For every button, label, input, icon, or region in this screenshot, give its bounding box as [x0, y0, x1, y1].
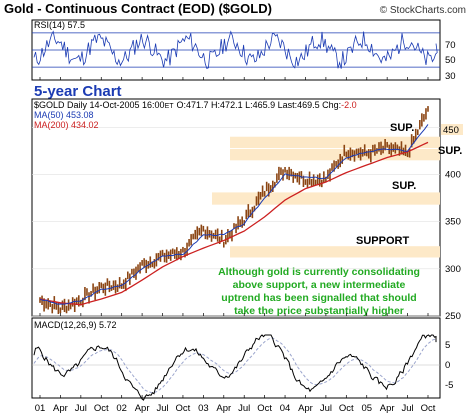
- x-label-11: Oct: [257, 403, 272, 414]
- support-band-2: [230, 149, 440, 161]
- price-tick-350: 350: [445, 217, 461, 228]
- note-line-1: Although gold is currently consolidating: [218, 266, 420, 278]
- support-band-1: [230, 136, 440, 149]
- note-line-4: take the price substantially higher: [234, 305, 404, 317]
- support-band-4: [230, 246, 440, 258]
- note-line-2: above support, a new intermediate: [233, 279, 406, 291]
- macd-tick-5: 5: [445, 340, 450, 351]
- info-line: $GOLD Daily 14-Oct-2005 16:00ET O:471.7 H…: [34, 100, 357, 110]
- x-label-3: Oct: [94, 403, 109, 414]
- x-label-18: Jul: [402, 403, 414, 414]
- x-label-7: Oct: [176, 403, 191, 414]
- x-label-1: Apr: [53, 403, 68, 414]
- x-label-8: 03: [198, 403, 209, 414]
- price-tick-400: 400: [445, 169, 461, 180]
- macd-signal-line: [33, 337, 437, 394]
- sup-label-2: SUP.: [438, 145, 462, 157]
- x-label-14: Jul: [320, 403, 332, 414]
- ma200-label: MA(200) 434.02: [34, 120, 99, 130]
- five-year-label: 5-year Chart: [34, 83, 122, 100]
- sup-label-1: SUP.: [390, 122, 414, 134]
- last-price-tag: 450: [443, 125, 459, 136]
- price-grid: [32, 127, 440, 317]
- rsi-line: [33, 30, 438, 70]
- macd-tick-neg5: -5: [445, 380, 453, 391]
- price-tick-250: 250: [445, 311, 461, 322]
- support-label: SUPPORT: [356, 235, 409, 247]
- x-label-9: Apr: [216, 403, 231, 414]
- ma50-line: [39, 124, 429, 305]
- x-axis: 01 Apr Jul Oct 02 Apr Jul Oct 03 Apr Jul Oct 04 Apr Ju…: [35, 77, 436, 414]
- x-label-12: 04: [280, 403, 291, 414]
- sup-label-3: SUP.: [392, 180, 416, 192]
- ma50-label: MA(50) 453.08: [34, 110, 94, 120]
- x-label-4: 02: [116, 403, 127, 414]
- x-label-2: Jul: [75, 403, 87, 414]
- x-label-15: Oct: [339, 403, 354, 414]
- x-label-6: Jul: [156, 403, 168, 414]
- x-label-17: Apr: [380, 403, 395, 414]
- info-symbol: $GOLD Daily 14-Oct-2005 16:00: [34, 100, 165, 110]
- x-label-19: Oct: [421, 403, 436, 414]
- ma200-line: [39, 141, 429, 306]
- chart-title: Gold - Continuous Contract (EOD) ($GOLD): [4, 1, 272, 16]
- rsi-tick-70: 70: [445, 40, 456, 51]
- rsi-tick-30: 30: [445, 71, 456, 82]
- x-label-0: 01: [35, 403, 46, 414]
- macd-panel: [31, 317, 441, 399]
- rsi-tick-50: 50: [445, 55, 456, 66]
- support-band-3: [212, 192, 440, 205]
- info-values: O:471.7 H:472.1 L:465.9 Last:469.5 Chg:: [177, 100, 342, 110]
- rsi-label: RSI(14) 57.5: [34, 20, 85, 30]
- macd-line: [33, 334, 437, 401]
- last-price-tag-bg: [441, 124, 463, 135]
- info-chg: -2.0: [341, 100, 357, 110]
- x-label-13: Apr: [298, 403, 313, 414]
- macd-label: MACD(12,26,9) 5.72: [34, 320, 117, 330]
- x-label-16: 05: [361, 403, 372, 414]
- price-ticks: 250 300 350 400: [445, 169, 461, 322]
- info-et: ET: [165, 103, 175, 110]
- note-line-3: uptrend has been signalled that should: [221, 292, 416, 304]
- x-label-10: Jul: [238, 403, 250, 414]
- macd-tick-0: 0: [445, 360, 450, 371]
- price-tick-300: 300: [445, 264, 461, 275]
- annotation-note: Although gold is currently consolidating…: [218, 266, 420, 317]
- x-label-5: Apr: [135, 403, 150, 414]
- copyright-text: © StockCharts.com: [380, 5, 466, 16]
